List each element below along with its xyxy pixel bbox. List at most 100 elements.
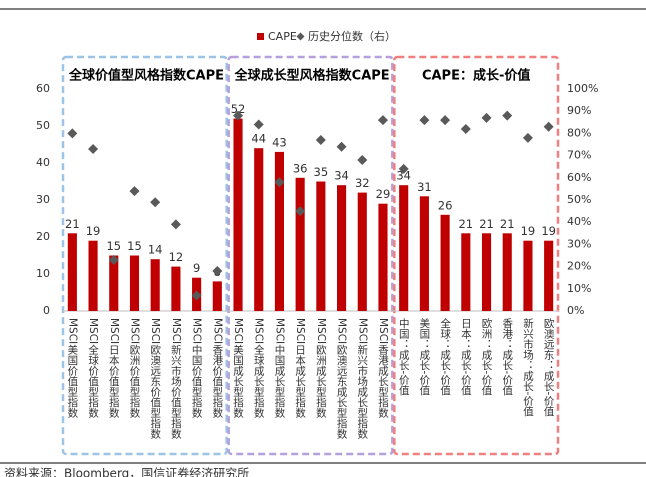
value-label: 15 <box>127 239 142 253</box>
y2-tick-label: 10% <box>567 282 591 295</box>
value-label: 44 <box>251 132 266 146</box>
x-tick-label: MSCI全球成长型指数 <box>253 318 265 418</box>
bar <box>150 259 160 311</box>
y2-tick-label: 100% <box>567 82 598 95</box>
bar <box>109 255 119 311</box>
marker <box>129 186 140 197</box>
bar <box>316 181 326 311</box>
marker <box>440 115 451 126</box>
value-label: 32 <box>355 176 370 190</box>
marker <box>522 132 533 143</box>
value-label: 35 <box>314 165 329 179</box>
x-tick-label: 全球：成长-价值 <box>439 317 451 396</box>
value-label: 29 <box>376 187 391 201</box>
x-tick-label: MSCI新兴市场成长型指数 <box>356 318 368 439</box>
value-label: 34 <box>334 169 349 183</box>
marker <box>150 197 161 208</box>
x-tick-label: MSCI欧洲价值型指数 <box>128 318 140 418</box>
marker <box>377 115 388 126</box>
bar <box>67 233 77 311</box>
x-tick-label: MSCI香港价值型指数 <box>211 318 223 418</box>
marker <box>419 115 430 126</box>
marker <box>502 110 513 121</box>
y2-tick-label: 70% <box>567 149 591 162</box>
y-tick-label: 10 <box>36 267 50 280</box>
bar <box>337 185 347 311</box>
bar <box>357 192 367 311</box>
value-label: 52 <box>231 102 246 116</box>
group-box <box>61 55 228 456</box>
bar <box>544 240 554 311</box>
y2-tick-label: 80% <box>567 126 591 139</box>
y2-tick-label: 60% <box>567 171 591 184</box>
group-title: CAPE：成长-价值 <box>422 68 530 84</box>
x-tick-label: MSCI欧澳远东成长型指数 <box>336 318 348 439</box>
marker <box>336 141 347 152</box>
value-label: 43 <box>272 135 287 149</box>
bar <box>399 185 409 311</box>
y-tick-label: 60 <box>36 82 50 95</box>
x-tick-label: MSCI香港成长型指数 <box>377 318 389 418</box>
bar <box>171 266 181 311</box>
bar <box>523 240 533 311</box>
x-tick-label: MSCI欧澳远东价值型指数 <box>149 318 161 439</box>
x-tick-label: 欧澳远东：成长-价值 <box>543 318 555 417</box>
y2-tick-label: 20% <box>567 260 591 273</box>
bar <box>378 203 388 311</box>
marker <box>295 206 306 217</box>
value-label: 9 <box>193 261 200 275</box>
bar <box>274 151 284 311</box>
y2-tick-label: 40% <box>567 215 591 228</box>
marker <box>212 266 223 277</box>
marker <box>398 163 409 174</box>
legend-swatch <box>257 33 264 40</box>
group-box <box>227 55 394 456</box>
value-label: 36 <box>293 161 308 175</box>
value-label: 21 <box>458 217 473 231</box>
x-tick-label: MSCI欧洲成长型指数 <box>315 318 327 418</box>
bar <box>295 177 305 311</box>
x-tick-label: MSCI中国价值型指数 <box>191 318 203 418</box>
group-box <box>393 55 560 456</box>
x-tick-label: 香港：成长-价值 <box>501 318 513 396</box>
x-tick-label: 美国：成长-价值 <box>418 317 430 396</box>
x-tick-label: MSCI日本成长型指数 <box>294 318 306 418</box>
marker <box>274 177 285 188</box>
group-title: 全球价值型风格指数CAPE <box>68 68 224 84</box>
bar <box>502 233 512 311</box>
marker <box>88 143 99 154</box>
y2-tick-label: 30% <box>567 237 591 250</box>
value-label: 26 <box>438 198 453 212</box>
value-label: 21 <box>65 217 80 231</box>
y2-tick-label: 50% <box>567 193 591 206</box>
value-label: 34 <box>396 169 411 183</box>
x-tick-label: MSCI美国成长型指数 <box>232 318 244 418</box>
marker <box>460 123 471 134</box>
x-tick-label: 新兴市场：成长-价值 <box>522 317 534 417</box>
value-label: 21 <box>479 217 494 231</box>
y-tick-label: 20 <box>36 230 50 243</box>
bar <box>254 148 264 311</box>
group-title: 全球成长型风格指数CAPE <box>234 68 390 84</box>
bar <box>88 240 98 311</box>
y2-tick-label: 0% <box>567 304 584 317</box>
value-label: 12 <box>169 250 184 264</box>
x-tick-label: 欧洲：成长-价值 <box>481 318 493 396</box>
legend-swatch <box>296 32 305 41</box>
marker <box>108 254 119 265</box>
x-tick-label: MSCI中国成长型指数 <box>273 318 285 418</box>
y-tick-label: 30 <box>36 193 50 206</box>
source: 资料来源：Bloomberg，国信证券经济研究所 <box>4 466 249 477</box>
marker <box>357 155 368 166</box>
x-tick-label: MSCI新兴市场价值型指数 <box>170 318 182 439</box>
bar <box>419 196 429 311</box>
value-label: 21 <box>500 217 515 231</box>
y2-tick-label: 90% <box>567 104 591 117</box>
value-label: 15 <box>106 239 121 253</box>
bar <box>481 233 492 311</box>
marker <box>481 112 492 123</box>
marker <box>67 128 78 139</box>
value-label: 31 <box>417 180 432 194</box>
y-tick-label: 0 <box>43 304 50 317</box>
